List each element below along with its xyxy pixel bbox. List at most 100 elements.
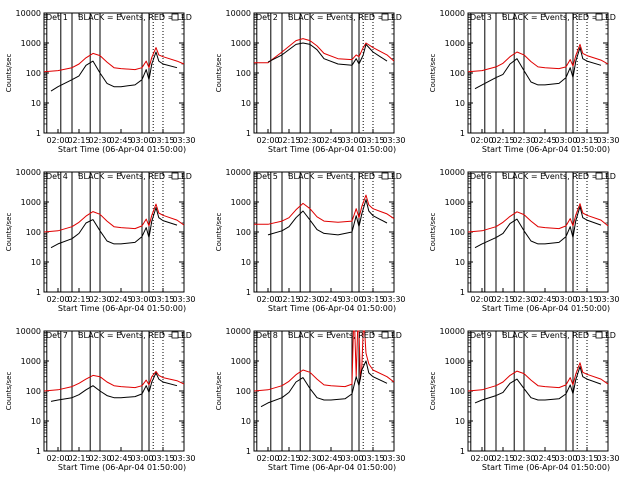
panel-legend: BLACK = Events, RED = LLD <box>78 172 192 181</box>
series-lld <box>43 370 185 392</box>
series-events <box>50 207 178 249</box>
det-panel-5: 1 10 100 1000 10000 02:0002:1502:3002:4503:00… <box>215 168 406 313</box>
legend-box <box>171 172 179 180</box>
panel-title: Det 9 <box>470 331 492 340</box>
y-tick-label: 10 <box>241 258 251 267</box>
y-tick-label: 1 <box>246 447 251 456</box>
x-tick-label: 03:00 <box>554 454 577 463</box>
legend-box <box>171 331 179 339</box>
panel-legend: BLACK = Events, RED = LLD <box>502 331 616 340</box>
y-tick-label: 1 <box>36 288 41 297</box>
y-axis-label: Counts/sec <box>429 372 437 411</box>
y-axis-label: Counts/sec <box>5 213 13 252</box>
y-tick-label: 1000 <box>21 198 41 207</box>
x-tick-label: 02:15 <box>67 295 90 304</box>
x-axis-label: Start Time (06-Apr-04 01:50:00) <box>58 145 186 154</box>
y-axis-label: Counts/sec <box>429 213 437 252</box>
x-tick-label: 03:15 <box>361 136 384 145</box>
x-tick-label: 03:00 <box>554 295 577 304</box>
panel-title: Det 5 <box>256 172 278 181</box>
x-tick-label: 02:45 <box>533 454 556 463</box>
x-tick-label: 03:15 <box>575 295 598 304</box>
x-tick-label: 02:00 <box>470 136 493 145</box>
x-tick-label: 03:00 <box>130 454 153 463</box>
x-tick-label: 03:00 <box>130 295 153 304</box>
y-tick-label: 100 <box>26 69 41 78</box>
x-tick-label: 02:15 <box>277 454 300 463</box>
x-tick-label: 03:00 <box>554 136 577 145</box>
x-tick-label: 02:30 <box>512 454 535 463</box>
x-tick-label: 02:30 <box>88 295 111 304</box>
y-tick-label: 10000 <box>440 168 465 177</box>
legend-box <box>595 13 603 21</box>
series-lld <box>253 330 395 392</box>
y-axis-label: Counts/sec <box>5 372 13 411</box>
y-tick-label: 10000 <box>440 9 465 18</box>
x-tick-label: 02:15 <box>277 295 300 304</box>
series-events <box>267 199 388 236</box>
legend-box <box>381 13 389 21</box>
det-panel-3: 1 10 100 1000 10000 02:0002:1502:3002:4503:00… <box>429 9 620 154</box>
y-tick-label: 1 <box>246 288 251 297</box>
legend-box <box>595 172 603 180</box>
det-panel-8: 1 10 100 1000 10000 02:0002:1502:3002:4503:00… <box>215 327 406 472</box>
y-tick-label: 1000 <box>445 39 465 48</box>
x-tick-label: 02:30 <box>298 295 321 304</box>
series-lld <box>254 194 395 225</box>
x-tick-label: 02:45 <box>319 454 342 463</box>
y-tick-label: 1 <box>246 129 251 138</box>
x-tick-label: 02:00 <box>46 136 69 145</box>
y-tick-label: 100 <box>26 228 41 237</box>
y-tick-label: 1000 <box>231 357 251 366</box>
y-axis-label: Counts/sec <box>215 372 223 411</box>
x-axis-label: Start Time (06-Apr-04 01:50:00) <box>482 463 610 472</box>
y-tick-label: 10000 <box>16 327 41 336</box>
y-tick-label: 1 <box>460 288 465 297</box>
x-tick-label: 02:00 <box>46 454 69 463</box>
x-tick-label: 02:00 <box>256 454 279 463</box>
x-tick-label: 03:30 <box>382 295 405 304</box>
y-tick-label: 1 <box>460 447 465 456</box>
y-tick-label: 10 <box>241 99 251 108</box>
series-lld <box>467 43 609 73</box>
y-tick-label: 1 <box>36 129 41 138</box>
det-panel-6: 1 10 100 1000 10000 02:0002:1502:3002:4503:00… <box>429 168 620 313</box>
y-tick-label: 100 <box>450 228 465 237</box>
y-tick-label: 10000 <box>226 168 251 177</box>
x-axis-label: Start Time (06-Apr-04 01:50:00) <box>268 463 396 472</box>
series-events <box>50 51 178 92</box>
panel-legend: BLACK = Events, RED = LLD <box>78 331 192 340</box>
x-axis-label: Start Time (06-Apr-04 01:50:00) <box>482 304 610 313</box>
x-tick-label: 02:45 <box>533 136 556 145</box>
det-panel-1: 1 10 100 1000 10000 02:0002:1502:3002:4503:00… <box>5 9 196 154</box>
y-tick-label: 10000 <box>16 168 41 177</box>
panel-title: Det 2 <box>256 13 278 22</box>
legend-box <box>381 331 389 339</box>
series-lld <box>467 362 609 392</box>
y-tick-label: 10 <box>455 99 465 108</box>
x-tick-label: 03:30 <box>596 454 619 463</box>
det-panel-9: 1 10 100 1000 10000 02:0002:1502:3002:4503:00… <box>429 327 620 472</box>
y-tick-label: 1000 <box>21 39 41 48</box>
x-axis-label: Start Time (06-Apr-04 01:50:00) <box>268 145 396 154</box>
x-tick-label: 02:15 <box>491 136 514 145</box>
series-lld <box>467 203 609 233</box>
x-tick-label: 03:30 <box>596 295 619 304</box>
panel-legend: BLACK = Events, RED = LLD <box>78 13 192 22</box>
x-tick-label: 03:15 <box>151 136 174 145</box>
x-tick-label: 02:00 <box>46 295 69 304</box>
x-tick-label: 03:30 <box>382 136 405 145</box>
x-tick-label: 02:30 <box>512 295 535 304</box>
y-tick-label: 1000 <box>21 357 41 366</box>
y-tick-label: 100 <box>450 387 465 396</box>
panel-legend: BLACK = Events, RED = LLD <box>288 172 402 181</box>
x-tick-label: 02:15 <box>491 295 514 304</box>
series-events <box>474 366 602 404</box>
legend-box <box>595 331 603 339</box>
x-tick-label: 02:45 <box>319 295 342 304</box>
y-tick-label: 10000 <box>226 327 251 336</box>
x-tick-label: 03:15 <box>361 454 384 463</box>
y-tick-label: 100 <box>26 387 41 396</box>
x-tick-label: 02:15 <box>67 136 90 145</box>
x-tick-label: 02:45 <box>319 136 342 145</box>
